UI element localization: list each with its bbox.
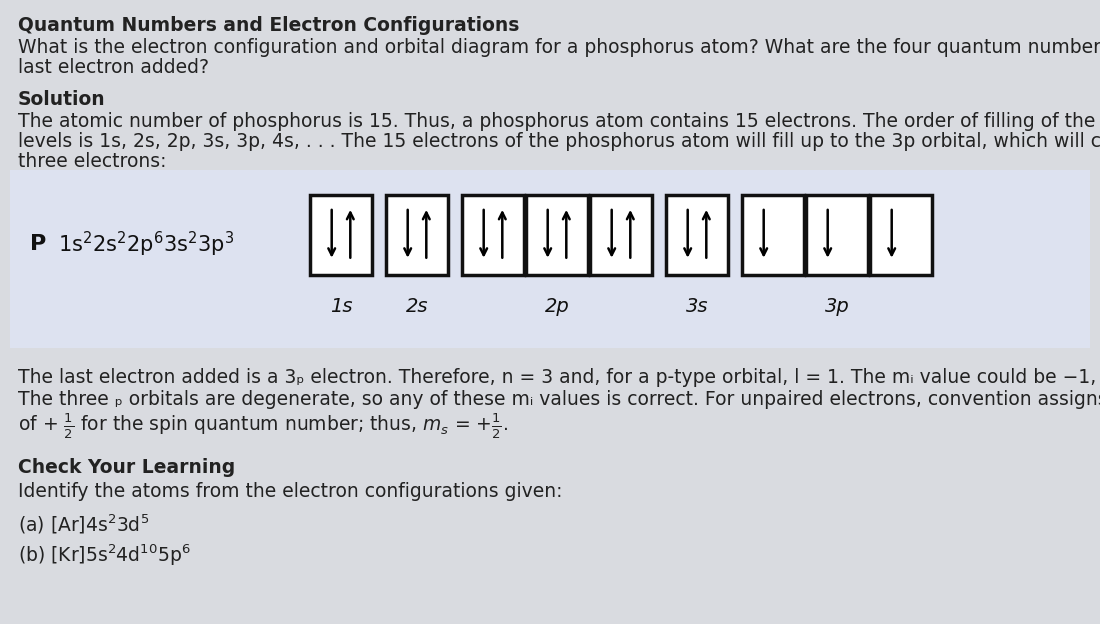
Text: 3s: 3s bbox=[685, 297, 708, 316]
Bar bbox=[666, 195, 728, 275]
Text: (a) [Ar]4s$^2$3d$^5$: (a) [Ar]4s$^2$3d$^5$ bbox=[18, 512, 150, 535]
Text: of + $\frac{1}{2}$ for the spin quantum number; thus, $m_s$ = +$\frac{1}{2}$.: of + $\frac{1}{2}$ for the spin quantum … bbox=[18, 412, 508, 441]
Text: 2s: 2s bbox=[406, 297, 428, 316]
Text: 1s: 1s bbox=[330, 297, 352, 316]
Bar bbox=[526, 195, 588, 275]
Text: 1s$^2$2s$^2$2p$^6$3s$^2$3p$^3$: 1s$^2$2s$^2$2p$^6$3s$^2$3p$^3$ bbox=[58, 230, 234, 258]
Text: Solution: Solution bbox=[18, 90, 106, 109]
Text: Check Your Learning: Check Your Learning bbox=[18, 458, 235, 477]
Bar bbox=[806, 195, 868, 275]
Text: 2p: 2p bbox=[544, 297, 570, 316]
Bar bbox=[462, 195, 524, 275]
Bar bbox=[10, 170, 1090, 348]
Bar bbox=[386, 195, 448, 275]
Text: Quantum Numbers and Electron Configurations: Quantum Numbers and Electron Configurati… bbox=[18, 16, 519, 35]
Text: The last electron added is a 3ₚ electron. Therefore, n = 3 and, for a p-type orb: The last electron added is a 3ₚ electron… bbox=[18, 368, 1100, 387]
Bar bbox=[310, 195, 372, 275]
Text: The atomic number of phosphorus is 15. Thus, a phosphorus atom contains 15 elect: The atomic number of phosphorus is 15. T… bbox=[18, 112, 1100, 131]
Text: levels is 1s, 2s, 2p, 3s, 3p, 4s, . . . The 15 electrons of the phosphorus atom : levels is 1s, 2s, 2p, 3s, 3p, 4s, . . . … bbox=[18, 132, 1100, 151]
Text: 3p: 3p bbox=[825, 297, 849, 316]
Bar bbox=[590, 195, 652, 275]
Text: Identify the atoms from the electron configurations given:: Identify the atoms from the electron con… bbox=[18, 482, 562, 501]
Bar bbox=[742, 195, 804, 275]
Text: last electron added?: last electron added? bbox=[18, 58, 209, 77]
Text: (b) [Kr]5s$^2$4d$^{10}$5p$^6$: (b) [Kr]5s$^2$4d$^{10}$5p$^6$ bbox=[18, 542, 190, 567]
Text: What is the electron configuration and orbital diagram for a phosphorus atom? Wh: What is the electron configuration and o… bbox=[18, 38, 1100, 57]
Bar bbox=[870, 195, 932, 275]
Text: three electrons:: three electrons: bbox=[18, 152, 166, 171]
Text: The three ₚ orbitals are degenerate, so any of these mᵢ values is correct. For u: The three ₚ orbitals are degenerate, so … bbox=[18, 390, 1100, 409]
Text: P: P bbox=[30, 234, 46, 254]
